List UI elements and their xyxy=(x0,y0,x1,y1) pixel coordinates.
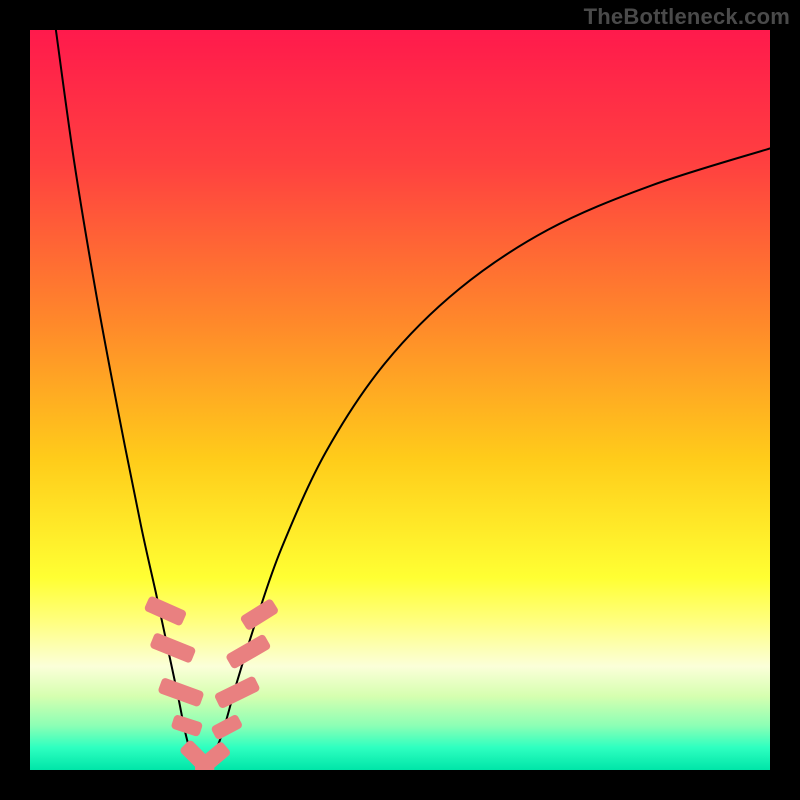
watermark-source: TheBottleneck.com xyxy=(584,4,790,30)
bottleneck-chart: TheBottleneck.com xyxy=(0,0,800,800)
chart-background-gradient xyxy=(30,30,770,770)
chart-svg xyxy=(0,0,800,800)
